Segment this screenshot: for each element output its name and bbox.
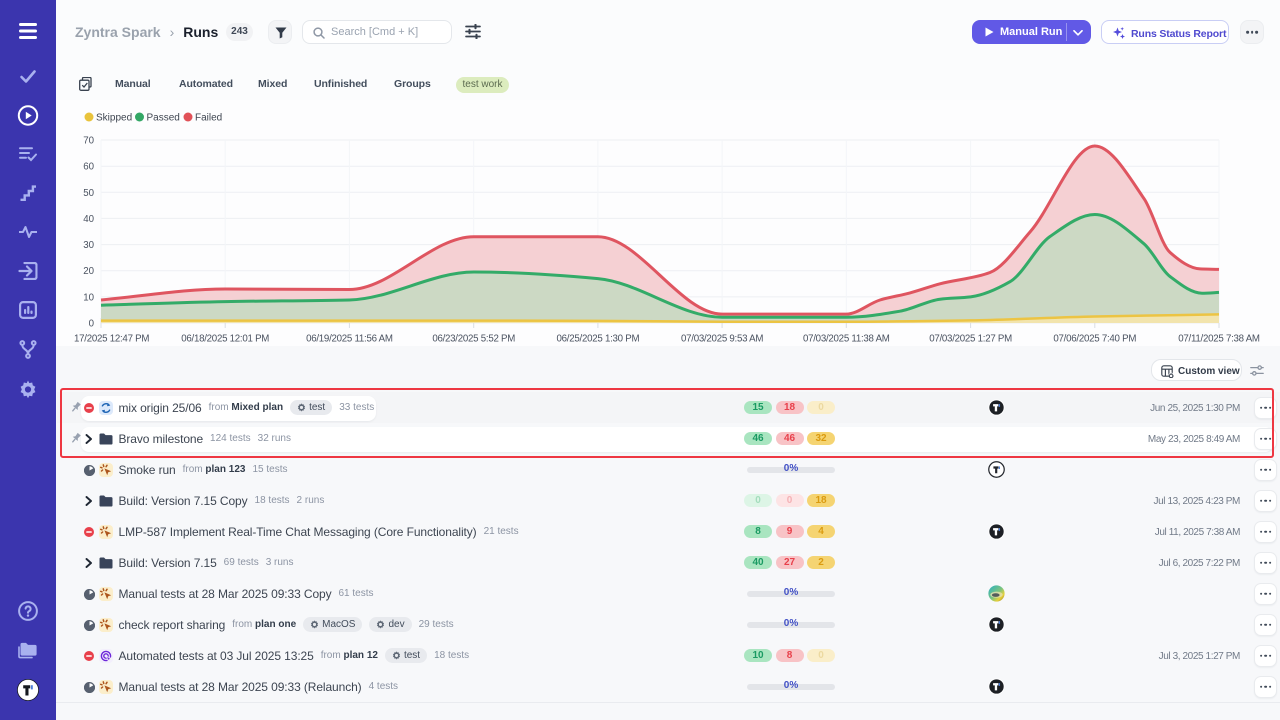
svg-text:Failed: Failed	[195, 113, 222, 124]
svg-text:0: 0	[89, 319, 95, 330]
svg-text:06/23/2025 5:52 PM: 06/23/2025 5:52 PM	[432, 334, 515, 345]
svg-text:06/19/2025 11:56 AM: 06/19/2025 11:56 AM	[306, 334, 393, 345]
svg-text:Skipped: Skipped	[96, 113, 132, 124]
svg-text:50: 50	[83, 188, 94, 199]
svg-text:30: 30	[83, 240, 94, 251]
svg-text:40: 40	[83, 214, 94, 225]
svg-text:20: 20	[83, 266, 94, 277]
svg-text:10: 10	[83, 292, 94, 303]
svg-text:17/2025 12:47 PM: 17/2025 12:47 PM	[74, 334, 149, 345]
svg-text:Passed: Passed	[147, 113, 180, 124]
svg-text:07/11/2025 7:38 AM: 07/11/2025 7:38 AM	[1178, 334, 1260, 345]
svg-text:07/03/2025 11:38 AM: 07/03/2025 11:38 AM	[803, 334, 890, 345]
svg-text:70: 70	[83, 136, 94, 147]
svg-text:60: 60	[83, 162, 94, 173]
svg-text:07/03/2025 1:27 PM: 07/03/2025 1:27 PM	[929, 334, 1012, 345]
svg-text:07/06/2025 7:40 PM: 07/06/2025 7:40 PM	[1053, 334, 1136, 345]
svg-text:06/25/2025 1:30 PM: 06/25/2025 1:30 PM	[557, 334, 640, 345]
svg-text:07/03/2025 9:53 AM: 07/03/2025 9:53 AM	[681, 334, 763, 345]
svg-text:06/18/2025 12:01 PM: 06/18/2025 12:01 PM	[181, 334, 269, 345]
